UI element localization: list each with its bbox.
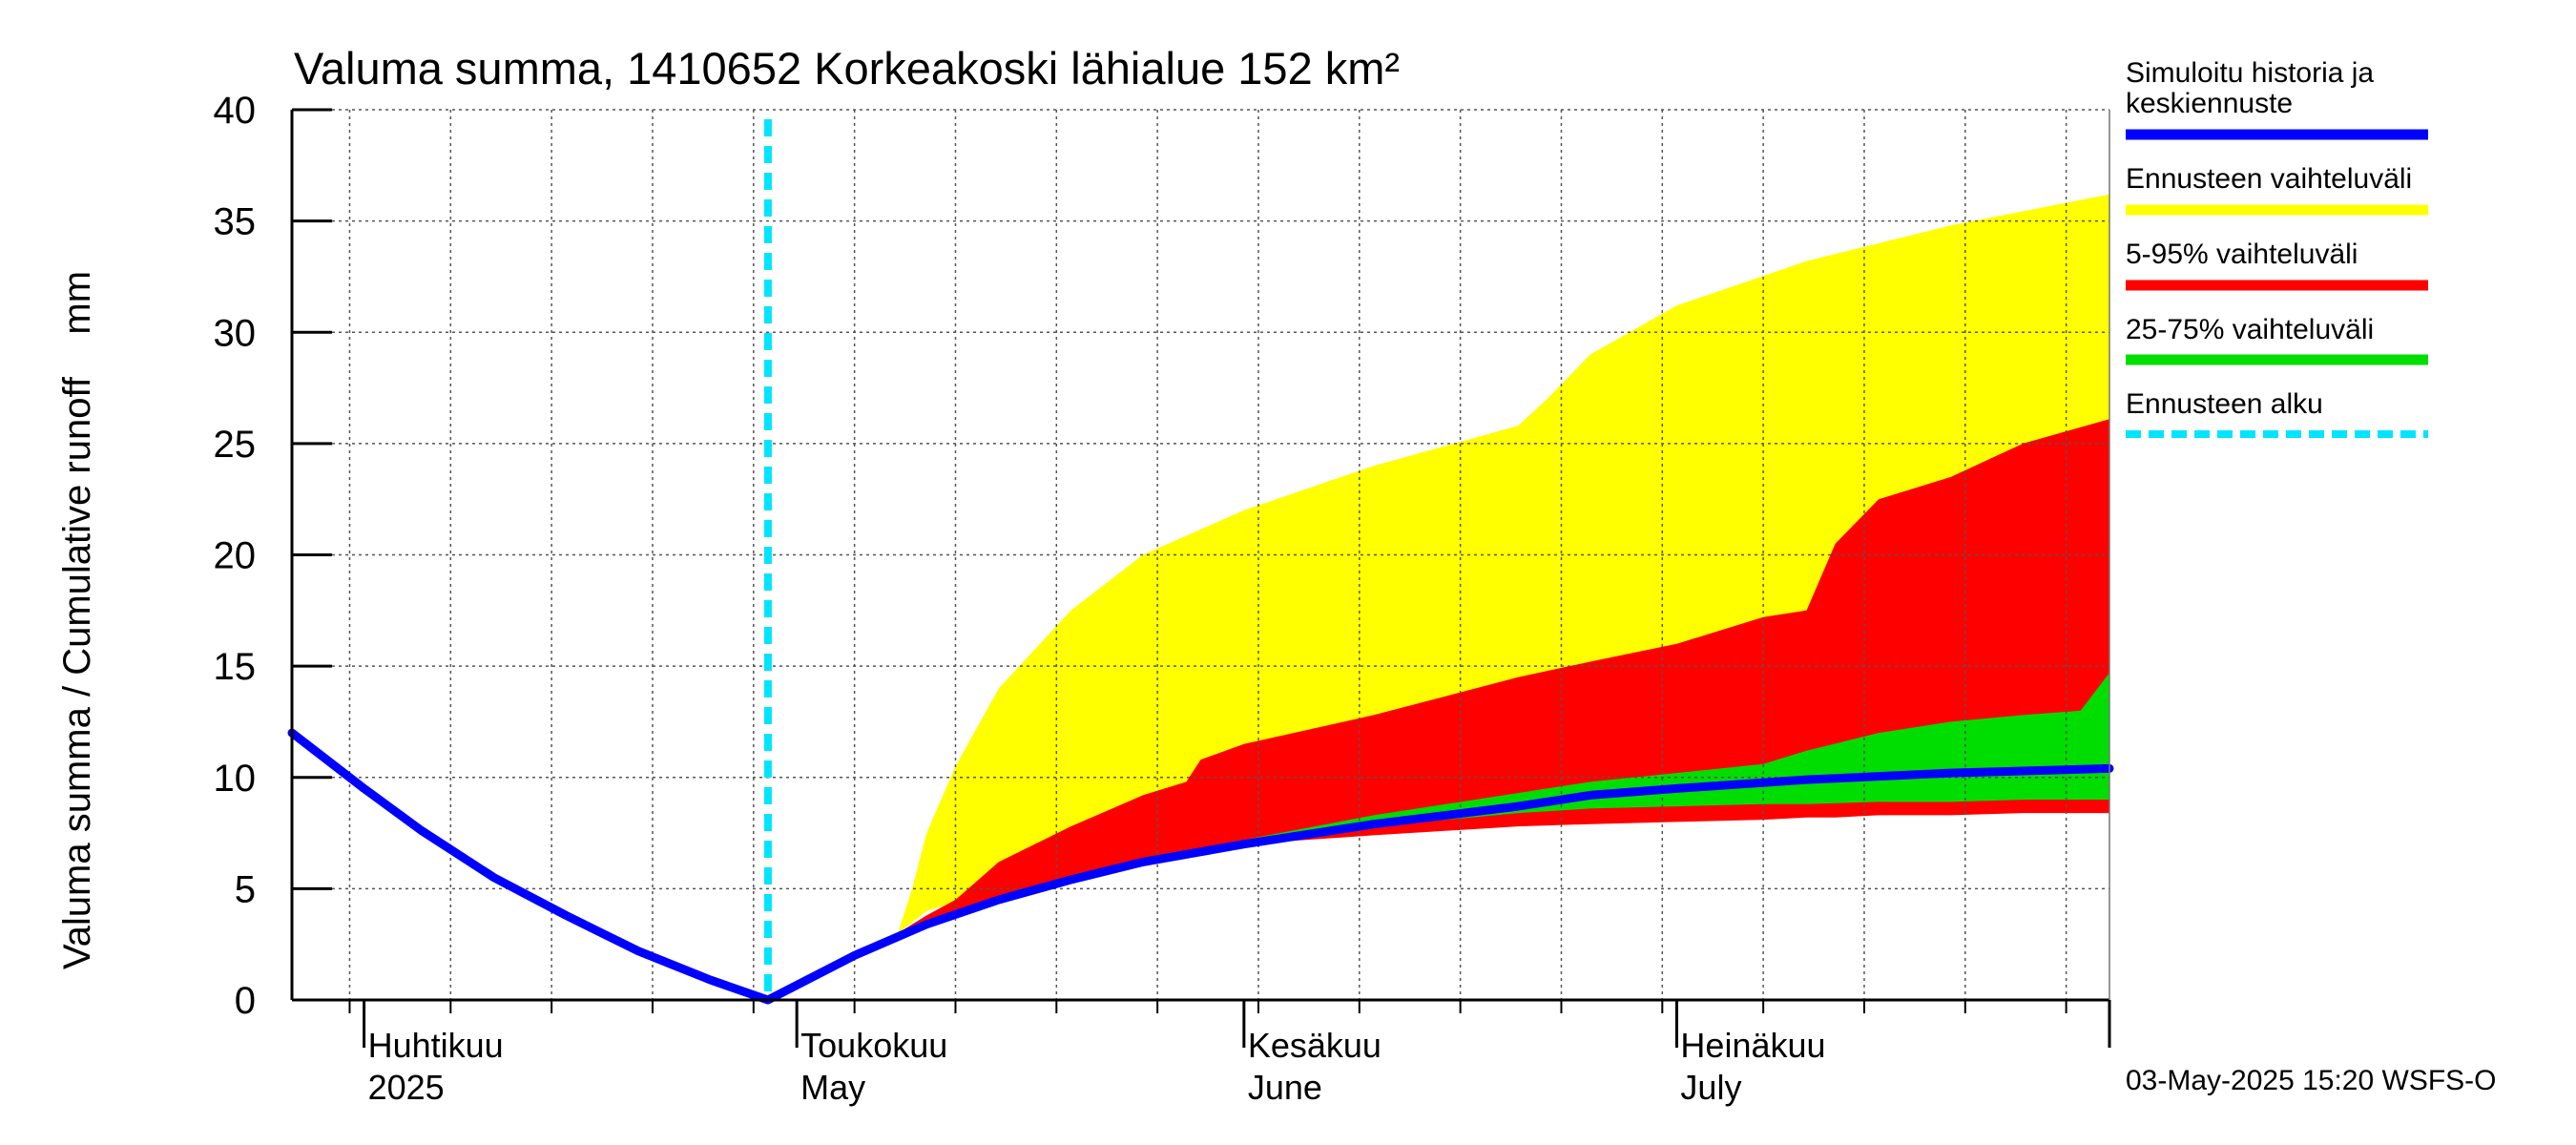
month-label-2: Kesäkuu — [1248, 1026, 1381, 1065]
month-sublabel-1: May — [800, 1068, 865, 1107]
legend-label-1: Ennusteen vaihteluväli — [2126, 163, 2412, 195]
y-tick-label: 20 — [214, 535, 257, 577]
legend-sublabel-0: keskiennuste — [2126, 88, 2293, 119]
month-sublabel-2: June — [1248, 1068, 1322, 1107]
forecast-bands — [767, 194, 2109, 1001]
month-sublabel-0: 2025 — [368, 1068, 445, 1107]
month-label-0: Huhtikuu — [368, 1026, 504, 1065]
y-tick-label: 30 — [214, 312, 257, 354]
y-tick-label: 40 — [214, 90, 257, 132]
month-label-1: Toukokuu — [800, 1026, 947, 1065]
y-tick-label: 0 — [235, 980, 256, 1022]
y-tick-label: 10 — [214, 758, 257, 800]
legend-label-0: Simuloitu historia ja — [2126, 57, 2374, 89]
y-tick-label: 35 — [214, 201, 257, 243]
band-1 — [767, 419, 2109, 1000]
legend-label-4: Ennusteen alku — [2126, 388, 2323, 420]
y-tick-label: 25 — [214, 424, 257, 466]
band-2 — [1186, 673, 2109, 858]
chart-title: Valuma summa, 1410652 Korkeakoski lähial… — [294, 43, 1400, 94]
y-axis: 0 5 10 15 20 25 30 35 40 — [214, 90, 332, 1022]
series-lines — [287, 119, 2114, 1005]
y-axis-label: Valuma summa / Cumulative runoff mm — [56, 271, 98, 969]
y-tick-label: 15 — [214, 646, 257, 688]
series-line-0 — [287, 728, 2114, 1005]
month-label-3: Heinäkuu — [1680, 1026, 1825, 1065]
legend-label-2: 5-95% vaihteluväli — [2126, 239, 2358, 270]
grid — [292, 109, 2109, 1000]
y-tick-label: 5 — [235, 868, 256, 910]
legend-label-3: 25-75% vaihteluväli — [2126, 314, 2374, 345]
timestamp-footer: 03-May-2025 15:20 WSFS-O — [2126, 1065, 2497, 1096]
month-sublabel-3: July — [1680, 1068, 1741, 1107]
